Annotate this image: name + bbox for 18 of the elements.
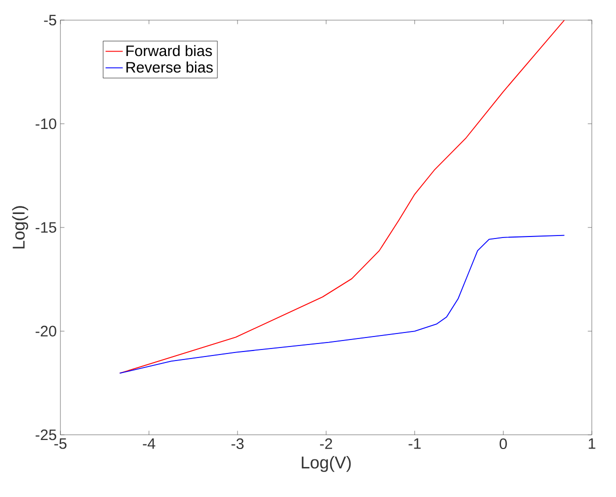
line-series — [119, 234, 565, 374]
x-axis-title: Log(V) — [302, 456, 351, 472]
legend-label: Forward bias — [126, 44, 212, 56]
x-tick-label: -3 — [231, 438, 244, 449]
x-tick-label: -5 — [54, 438, 66, 449]
x-tick-label: -1 — [408, 438, 421, 449]
y-axis-title: Log(I) — [12, 206, 28, 248]
x-tick-label: 0 — [500, 438, 507, 449]
y-tick-label: -10 — [36, 118, 56, 130]
legend-label: Reverse bias — [126, 61, 213, 73]
x-tick-label: 1 — [588, 438, 596, 449]
y-tick-label: -25 — [36, 429, 56, 440]
line-series — [119, 20, 565, 374]
y-tick-label: -15 — [36, 222, 56, 233]
x-tick-label: -4 — [142, 438, 156, 449]
y-tick-label: -5 — [44, 14, 56, 26]
y-tick-label: -20 — [36, 326, 56, 336]
x-tick-label: -2 — [320, 438, 332, 449]
